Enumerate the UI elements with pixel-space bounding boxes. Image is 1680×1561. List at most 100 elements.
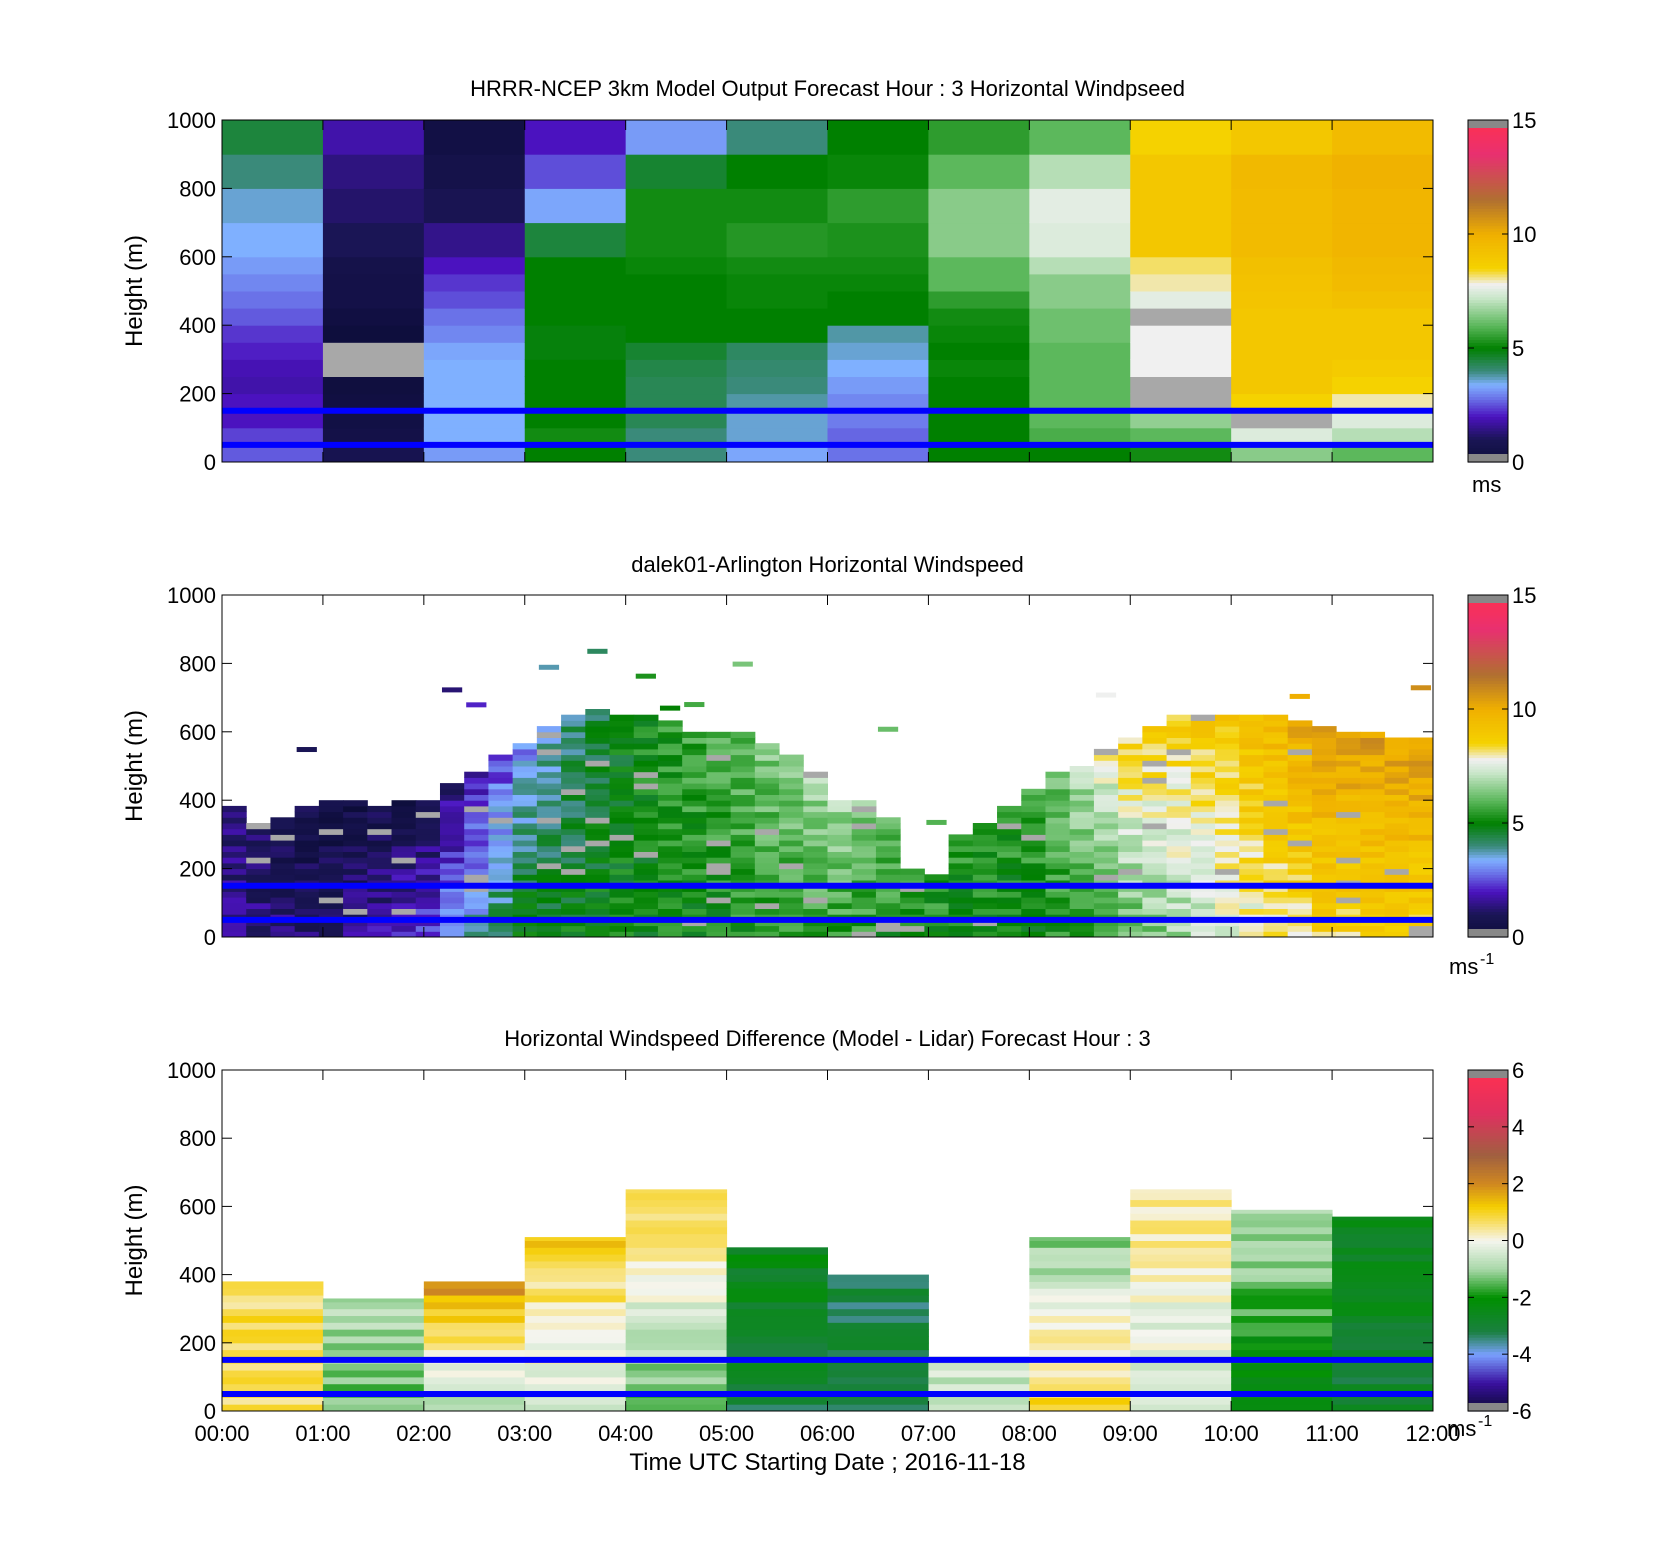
colorbar-swatch	[1468, 1305, 1508, 1310]
heatmap-cell	[423, 1288, 526, 1296]
heatmap-cell	[827, 1383, 929, 1392]
colorbar-swatch	[1468, 706, 1508, 710]
heatmap-cell	[1093, 908, 1119, 915]
heatmap-cell	[625, 1322, 728, 1330]
heatmap-cell	[322, 1315, 425, 1323]
heatmap-cell	[779, 908, 804, 915]
colorbar-swatch	[1468, 1322, 1508, 1327]
heatmap-cell	[524, 273, 627, 292]
heatmap-cell	[439, 823, 465, 830]
y-tick-label: 1000	[167, 1058, 216, 1083]
heatmap-cell	[779, 771, 804, 778]
heatmap-cell	[754, 805, 780, 813]
heatmap-cell	[1263, 919, 1289, 927]
colorbar-swatch	[1468, 734, 1508, 739]
heatmap-cell	[585, 714, 611, 721]
heatmap-cell	[322, 291, 425, 309]
heatmap-cell	[972, 840, 998, 847]
heatmap-cell	[1332, 1335, 1434, 1344]
heatmap-cell	[706, 845, 732, 852]
heatmap-cell	[633, 754, 659, 761]
heatmap-cell	[1408, 857, 1434, 864]
heatmap-cell	[1360, 737, 1386, 744]
heatmap-cell	[1384, 862, 1410, 870]
heatmap-cell	[343, 823, 368, 830]
heatmap-cell	[1021, 811, 1046, 818]
heatmap-cell	[1332, 393, 1434, 412]
x-tick-label: 03:00	[497, 1421, 552, 1446]
heatmap-cell	[488, 817, 514, 824]
heatmap-cell	[625, 1233, 728, 1241]
colorbar-swatch	[1468, 419, 1508, 423]
heatmap-cell	[657, 760, 683, 767]
heatmap-cell	[1118, 868, 1143, 875]
heatmap-cell	[367, 840, 393, 847]
heatmap-cell	[246, 845, 271, 852]
heatmap-cell	[1384, 760, 1410, 767]
heatmap-cell	[512, 834, 538, 841]
heatmap-cell	[512, 805, 538, 813]
heatmap-cell	[609, 811, 635, 818]
heatmap-cell	[1311, 885, 1337, 892]
heatmap-cell	[1166, 868, 1192, 875]
colorbar-swatch	[1468, 154, 1508, 158]
heatmap-cell	[1029, 1370, 1131, 1378]
heatmap-cell	[585, 737, 611, 744]
heatmap-cell	[1130, 359, 1232, 377]
colorbar-swatch	[1468, 731, 1508, 736]
heatmap-cell	[464, 851, 489, 858]
heatmap-cell	[1118, 748, 1143, 756]
heatmap-cell	[754, 771, 780, 778]
heatmap-cell	[1408, 834, 1434, 841]
heatmap-cell	[222, 902, 247, 909]
heatmap-cell	[754, 840, 780, 847]
heatmap-cell	[1360, 840, 1386, 847]
heatmap-cell	[1239, 811, 1264, 818]
heatmap-cell	[803, 845, 828, 852]
heatmap-cell	[1093, 771, 1119, 778]
colorbar-swatch	[1468, 654, 1508, 659]
heatmap-cell	[726, 1383, 828, 1392]
colorbar-swatch	[1468, 857, 1508, 861]
colorbar-tick-label: -4	[1512, 1342, 1532, 1367]
heatmap-cell	[803, 817, 828, 824]
heatmap-cell	[875, 857, 901, 864]
colorbar-tick-label: 0	[1512, 1229, 1524, 1254]
heatmap-cell	[803, 777, 828, 784]
heatmap-cell	[827, 393, 929, 412]
colorbar-swatch	[1468, 774, 1508, 778]
heatmap-cell	[726, 1247, 828, 1255]
heatmap-cell	[625, 256, 728, 275]
heatmap-cell	[1287, 931, 1313, 938]
colorbar-swatch	[1468, 614, 1508, 619]
heatmap-cell	[367, 857, 393, 864]
heatmap-cell	[464, 868, 489, 875]
heatmap-cell	[1215, 857, 1240, 864]
heatmap-cell	[1130, 1397, 1232, 1405]
heatmap-cell	[1093, 874, 1119, 881]
heatmap-cell	[1263, 817, 1289, 824]
heatmap-cell	[1360, 828, 1386, 835]
heatmap-cell	[1408, 862, 1434, 870]
colorbar-swatch	[1468, 788, 1508, 793]
colorbar-swatch	[1468, 410, 1508, 415]
heatmap-cell	[222, 805, 247, 813]
heatmap-cell	[779, 851, 804, 858]
heatmap-cell	[246, 828, 271, 835]
colorbar-swatch	[1468, 433, 1508, 437]
heatmap-cell	[222, 1288, 324, 1296]
heatmap-cell	[657, 777, 683, 784]
heatmap-cell	[779, 754, 804, 761]
heatmap-cell	[585, 800, 611, 807]
heatmap-cell	[633, 800, 659, 807]
heatmap-cell	[1263, 868, 1289, 875]
heatmap-cell	[222, 897, 247, 904]
heatmap-cell	[609, 805, 635, 813]
heatmap-cell	[609, 862, 635, 870]
heatmap-cell	[948, 857, 974, 864]
heatmap-cell	[625, 1260, 728, 1269]
heatmap-cell	[524, 393, 627, 412]
heatmap-cell	[464, 902, 489, 909]
heatmap-cell	[270, 834, 296, 841]
heatmap-cell	[1408, 817, 1434, 824]
